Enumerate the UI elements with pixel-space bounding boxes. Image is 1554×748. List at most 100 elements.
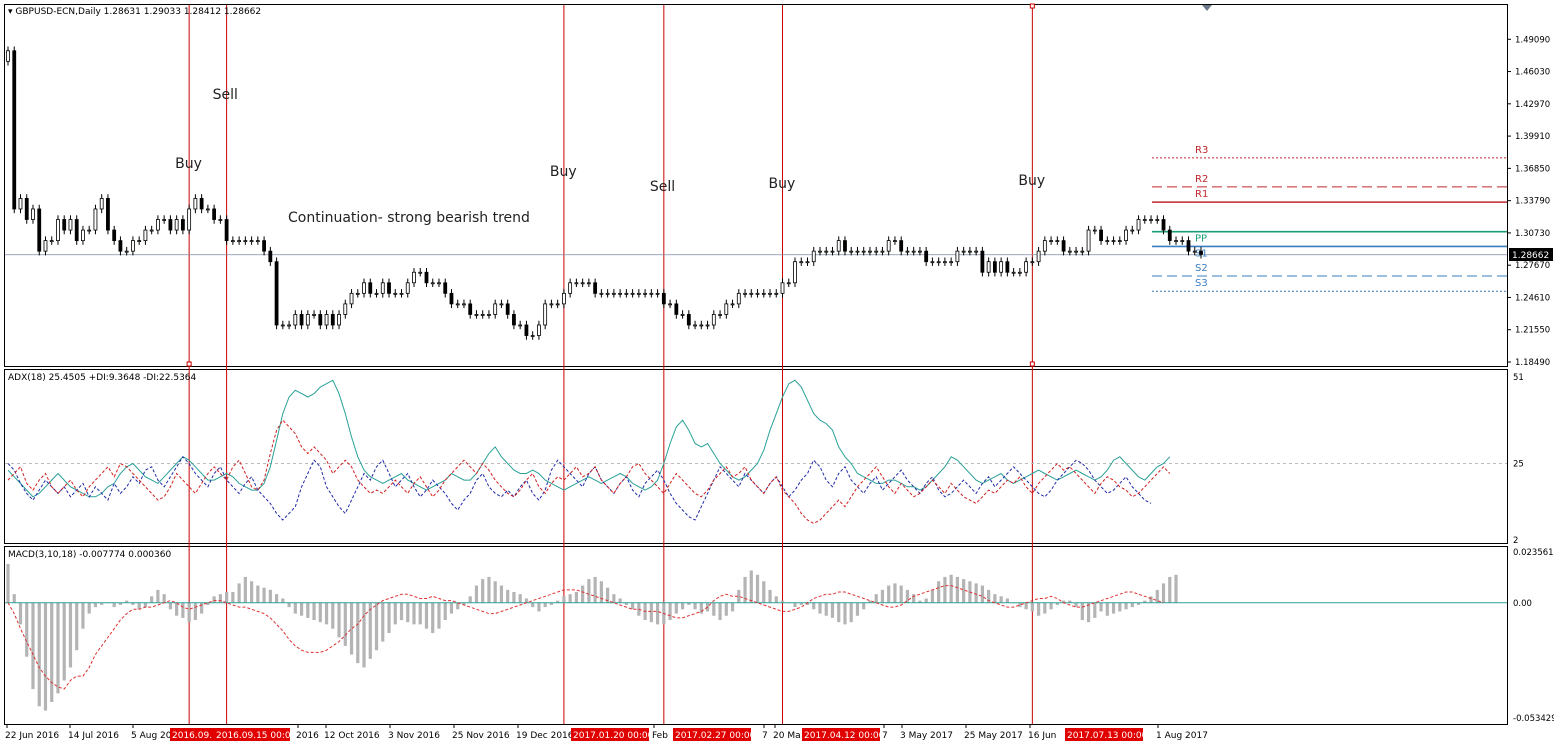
macd-histogram-bar [581, 585, 585, 603]
macd-histogram-bar [125, 600, 129, 603]
macd-histogram-bar [962, 579, 966, 603]
candle-body [724, 303, 729, 315]
candle-body [337, 314, 341, 326]
candle-body [1167, 229, 1172, 242]
candle-body [1192, 250, 1197, 253]
candle-body [243, 240, 248, 243]
macd-histogram-bar [912, 594, 916, 603]
candle-body [1024, 261, 1029, 273]
macd-histogram-bar [56, 602, 60, 694]
macd-histogram-bar [1118, 602, 1122, 612]
price-pane[interactable] [4, 4, 1508, 367]
price-tick-label: 1.18490 [1515, 358, 1550, 368]
ohlc-values: 1.28631 1.29033 1.28412 1.28662 [103, 7, 262, 17]
candle-body [118, 240, 123, 252]
macd-histogram-bar [1037, 602, 1041, 616]
macd-histogram-bar [381, 602, 385, 642]
candle-body [193, 198, 198, 210]
candle-body [124, 250, 129, 253]
candle-body [262, 240, 266, 252]
candle-body [393, 292, 398, 295]
macd-histogram-bar [93, 602, 98, 608]
time-axis: 22 Jun 2016 14 Jul 2016 5 Aug 20 2016 12 Oct… [5, 724, 1208, 741]
macd-histogram-bar [1136, 602, 1141, 605]
macd-histogram-bar [331, 602, 335, 629]
macd-pane[interactable] [4, 546, 1508, 725]
macd-histogram-bar [262, 587, 266, 603]
macd-histogram-bar [337, 602, 341, 638]
candle-body [943, 261, 947, 264]
candle-body [1055, 240, 1060, 243]
macd-histogram-bar [524, 598, 529, 603]
vline-time-badge [802, 728, 880, 741]
candle-body [487, 314, 491, 316]
candle-body [43, 240, 48, 252]
candle-body [562, 292, 566, 305]
candle-body [961, 250, 966, 253]
macd-histogram-bar [843, 602, 847, 625]
macd-histogram-bar [406, 602, 410, 623]
candle-body [462, 303, 466, 306]
macd-histogram-bar [1099, 602, 1103, 612]
candle-body [380, 282, 385, 294]
candle-body [611, 292, 616, 295]
candle-body [56, 219, 60, 242]
candle-body [87, 229, 92, 232]
candle-body [24, 198, 29, 220]
macd-histogram-bar [362, 602, 366, 668]
macd-histogram-bar [980, 585, 984, 603]
candle-body [255, 240, 260, 243]
candle-body [705, 324, 710, 327]
adx-header: ADX(18) 25.4505 +DI:9.3648 -DI:22.5364 [8, 373, 197, 383]
dropdown-arrow-icon[interactable]: ▾ [8, 7, 13, 17]
macd-histogram-bar [243, 576, 247, 603]
candle-body [1155, 219, 1160, 221]
vline-time-badge [571, 728, 649, 741]
candle-body [761, 292, 766, 295]
macd-histogram-bar [474, 585, 479, 603]
candle-body [205, 208, 210, 211]
vline-time-label: 2017.01.20 00:00 [573, 731, 654, 741]
macd-histogram-bar [1068, 600, 1072, 603]
macd-histogram-bar [306, 602, 310, 618]
macd-histogram-bar [531, 602, 535, 608]
candle-body [474, 314, 479, 316]
time-tick-label: 3 Nov 2016 [388, 731, 440, 741]
candle-body [405, 282, 410, 294]
macd-histogram-bar [805, 602, 810, 605]
macd-histogram-bar [249, 581, 254, 603]
adx-main-line [7, 379, 1171, 498]
vline-time-badge [673, 728, 751, 741]
macd-histogram-bar [399, 602, 404, 621]
candle-body [899, 240, 904, 252]
macd-histogram-bar [874, 594, 878, 603]
price-tick-label: 1.39910 [1515, 132, 1550, 142]
macd-histogram-bar [537, 602, 541, 612]
macd-histogram-bar [793, 602, 797, 608]
candle-body [1017, 271, 1022, 274]
macd-histogram-bar [780, 600, 785, 603]
macd-histogram-bar [930, 589, 935, 603]
macd-histogram-bar [618, 598, 622, 603]
macd-histogram-bar [737, 589, 741, 603]
macd-histogram-bar [162, 594, 166, 603]
macd-histogram-bar [287, 602, 291, 608]
candle-body [180, 219, 185, 231]
candle-body [855, 250, 860, 253]
macd-histogram-bar [212, 596, 216, 603]
macd-histogram-bar [449, 602, 454, 614]
candle-body [786, 282, 791, 285]
candle-body [387, 282, 391, 294]
macd-histogram-bar [31, 602, 35, 690]
time-tick-label: 12 Oct 2016 [324, 731, 380, 741]
macd-histogram-bar [918, 600, 922, 603]
shift-marker-icon[interactable] [1202, 5, 1212, 11]
macd-histogram-bar [849, 602, 853, 623]
macd-histogram-bar [62, 602, 66, 681]
chart-annotation: Buy [175, 156, 202, 172]
adx-pane[interactable] [4, 369, 1508, 544]
candle-body [6, 50, 10, 62]
candle-body [318, 314, 323, 326]
macd-histogram-bar [100, 602, 104, 605]
